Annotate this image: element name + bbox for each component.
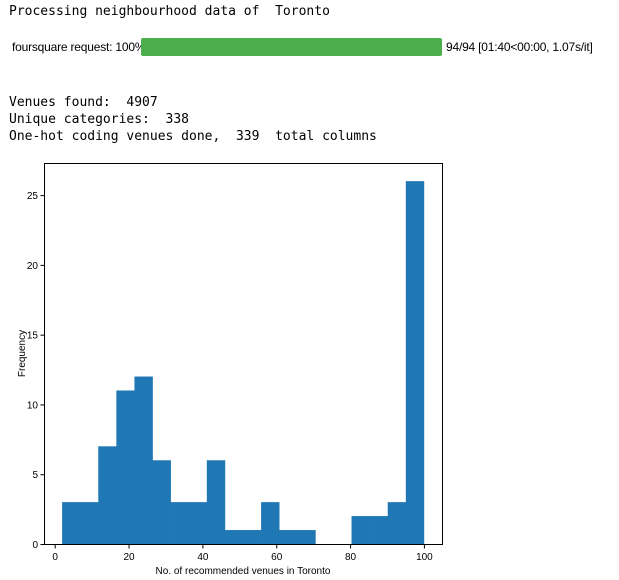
histogram-chart: 0 20 40 60 80 100 0 5 10 15 20 25 No. of recommend… [17, 163, 443, 577]
x-tick-label: 40 [197, 552, 209, 563]
x-tick-label: 80 [345, 552, 357, 563]
histogram-bar [98, 446, 117, 544]
histogram-bar [206, 460, 226, 544]
y-tick-label: 5 [32, 470, 38, 481]
histogram-bar [351, 516, 370, 544]
histogram-bar [224, 530, 244, 544]
one-hot-text: One-hot coding venues done, 339 total co… [9, 129, 377, 144]
histogram-bar [297, 530, 316, 544]
unique-categories-text: Unique categories: 338 [9, 112, 190, 127]
x-tick-label: 20 [123, 552, 135, 563]
x-tick-label: 0 [52, 552, 58, 563]
venues-found-text: Venues found: 4907 [9, 95, 158, 110]
histogram-bar [387, 502, 407, 544]
y-axis-label: Frequency [17, 330, 28, 377]
y-tick-label: 25 [27, 191, 39, 202]
histogram-bar [261, 502, 280, 544]
histogram-bar [188, 502, 208, 544]
histogram-bar [134, 376, 153, 544]
y-tick-label: 15 [27, 331, 39, 342]
progress-bar-row: foursquare request: 100% 94/94 [01:40<00… [0, 37, 619, 57]
y-tick-label: 10 [27, 400, 39, 411]
histogram-bar [243, 530, 262, 544]
output-heading: Processing neighbourhood data of Toronto [9, 4, 330, 19]
x-tick-label: 60 [271, 552, 283, 563]
histogram-bar [279, 530, 298, 544]
y-axis: 0 5 10 15 20 25 [27, 191, 45, 551]
x-tick-label: 100 [416, 552, 433, 563]
plot-frame [44, 163, 443, 545]
y-tick-label: 20 [27, 261, 39, 272]
histogram-bar [80, 502, 99, 544]
histogram-bar [152, 460, 171, 544]
histogram-bar [369, 516, 389, 544]
y-tick-label: 0 [32, 540, 38, 551]
histogram-bar [116, 390, 135, 544]
histogram-bar [62, 502, 81, 544]
progress-label: foursquare request: 100% [12, 40, 146, 54]
x-axis: 0 20 40 60 80 100 [52, 544, 433, 563]
x-axis-label: No. of recommended venues in Toronto [156, 566, 331, 577]
histogram-bar [170, 502, 190, 544]
progress-track [141, 38, 442, 56]
progress-fill [141, 38, 442, 56]
histogram-bar [405, 181, 425, 544]
progress-stats: 94/94 [01:40<00:00, 1.07s/it] [446, 40, 593, 54]
histogram-bars [62, 181, 425, 544]
